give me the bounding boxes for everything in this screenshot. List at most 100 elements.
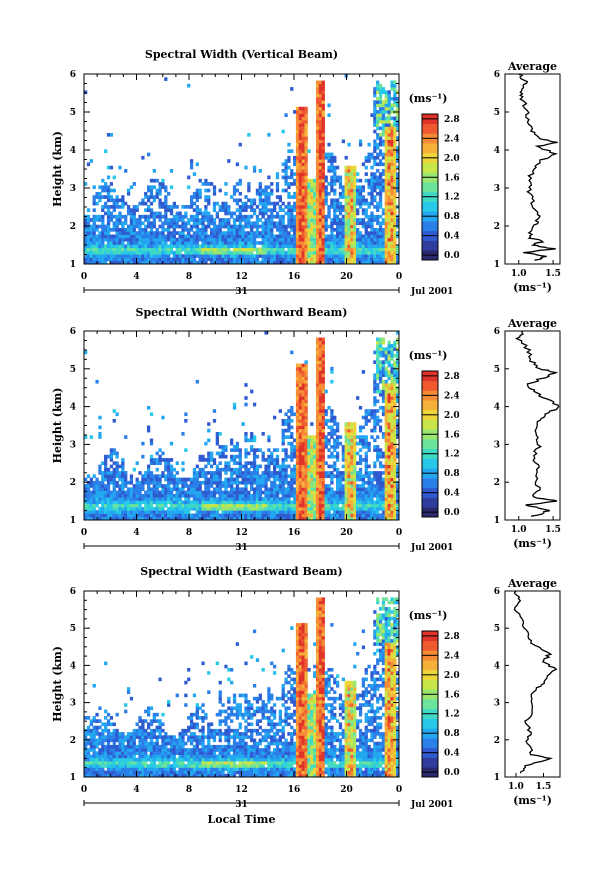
colorbar-swatch — [422, 143, 438, 154]
y-tick-label: 5 — [70, 365, 76, 375]
chart-title: Spectral Width (Northward Beam) — [136, 306, 348, 319]
profile-frame — [504, 73, 561, 265]
profile-line — [518, 73, 559, 261]
colorbar-swatch — [422, 757, 438, 768]
profile-line — [513, 590, 558, 774]
profile-title: Average — [507, 577, 557, 590]
colorbar-tick-label: 0.4 — [444, 749, 460, 759]
heatmap — [84, 74, 400, 265]
x-tick-label: 0 — [81, 785, 87, 795]
x-tick-label: 20 — [340, 785, 353, 795]
colorbar-frame — [421, 630, 439, 778]
y-tick-label: 3 — [70, 699, 76, 709]
colorbar-swatch — [422, 640, 438, 651]
date-month-label: Jul 2001 — [410, 800, 453, 810]
profile-y-label: 1 — [494, 260, 500, 270]
profile-y-label: 6 — [494, 327, 500, 337]
x-tick-label: 0 — [396, 272, 402, 282]
x-tick-label: 0 — [81, 528, 87, 538]
profile-y-label: 4 — [494, 661, 500, 671]
colorbar-tick-label: 0.8 — [444, 212, 460, 222]
colorbar-tick-label: 2.8 — [444, 632, 460, 642]
x-tick-label: 4 — [133, 528, 139, 538]
profile-x-label: 1.0 — [508, 782, 524, 792]
x-tick-label: 12 — [235, 272, 248, 282]
x-tick-label: 0 — [81, 272, 87, 282]
colorbar: (ms⁻¹) 0.0 0.4 0.8 1.2 1.6 2.0 2.4 2.8 — [409, 92, 460, 261]
colorbar-tick-label: 2.4 — [444, 391, 460, 401]
profile-y-label: 3 — [494, 184, 500, 194]
colorbar-tick-label: 0.0 — [444, 768, 460, 778]
colorbar-swatch — [422, 660, 438, 671]
profile-y-label: 5 — [494, 624, 500, 634]
colorbar-tick-label: 0.0 — [444, 251, 460, 261]
y-tick-label: 1 — [70, 260, 76, 270]
colorbar-swatch — [422, 497, 438, 508]
profile-x-label: 1.0 — [511, 269, 527, 279]
x-tick-label: 16 — [288, 528, 301, 538]
date-day-label: 31 — [235, 287, 248, 297]
date-month-label: Jul 2001 — [410, 543, 453, 553]
x-tick-label: 8 — [186, 785, 192, 795]
colorbar-tick-label: 2.8 — [444, 115, 460, 125]
profile-y-label: 1 — [494, 773, 500, 783]
profile-y-label: 4 — [494, 403, 500, 413]
profile-x-axis-label: (ms⁻¹) — [513, 794, 552, 807]
colorbar-swatch — [422, 221, 438, 232]
y-tick-label: 5 — [70, 108, 76, 118]
y-axis-label: Height (km) — [51, 131, 64, 207]
date-month-label: Jul 2001 — [410, 287, 453, 297]
profile-y-label: 5 — [494, 108, 500, 118]
x-tick-label: 12 — [235, 528, 248, 538]
profile-y-label: 3 — [494, 699, 500, 709]
x-tick-label: 8 — [186, 528, 192, 538]
profile-y-label: 1 — [494, 516, 500, 526]
y-tick-label: 4 — [70, 661, 76, 671]
colorbar-swatch — [422, 738, 438, 749]
colorbar: (ms⁻¹) 0.0 0.4 0.8 1.2 1.6 2.0 2.4 2.8 — [409, 609, 460, 778]
colorbar-tick-label: 1.2 — [444, 710, 460, 720]
colorbar-label: (ms⁻¹) — [409, 92, 448, 105]
chart-title: Spectral Width (Vertical Beam) — [145, 48, 338, 61]
profile-y-label: 6 — [494, 70, 500, 80]
colorbar-swatch — [422, 419, 438, 430]
profile-y-label: 6 — [494, 587, 500, 597]
colorbar-swatch — [422, 458, 438, 469]
colorbar-tick-label: 2.8 — [444, 372, 460, 382]
profile-x-label: 1.0 — [511, 525, 527, 535]
y-tick-label: 2 — [70, 222, 76, 232]
colorbar-swatch — [422, 439, 438, 450]
x-tick-label: 20 — [340, 272, 353, 282]
x-tick-label: 4 — [133, 785, 139, 795]
average-profile: Average 1 2 3 4 5 6 1.0 1.5 (ms⁻¹) — [494, 317, 561, 550]
y-tick-label: 3 — [70, 184, 76, 194]
colorbar: (ms⁻¹) 0.0 0.4 0.8 1.2 1.6 2.0 2.4 2.8 — [409, 349, 460, 518]
heatmap — [84, 331, 400, 521]
x-tick-label: 0 — [396, 528, 402, 538]
profile-frame — [504, 330, 561, 521]
x-tick-label: 20 — [340, 528, 353, 538]
colorbar-tick-label: 2.0 — [444, 671, 460, 681]
colorbar-swatch — [422, 162, 438, 173]
y-axis-label: Height (km) — [51, 388, 64, 464]
profile-x-label: 1.5 — [545, 269, 561, 279]
colorbar-swatch — [422, 699, 438, 710]
colorbar-tick-label: 1.6 — [444, 173, 460, 183]
profile-x-axis-label: (ms⁻¹) — [513, 537, 552, 550]
chart-title: Spectral Width (Eastward Beam) — [140, 565, 342, 578]
colorbar-swatch — [422, 240, 438, 251]
profile-line — [514, 330, 560, 517]
profile-y-label: 3 — [494, 440, 500, 450]
colorbar-swatch — [422, 182, 438, 193]
colorbar-frame — [421, 113, 439, 261]
profile-y-label: 2 — [494, 222, 500, 232]
colorbar-tick-label: 0.0 — [444, 508, 460, 518]
y-tick-label: 6 — [70, 327, 76, 337]
profile-title: Average — [507, 60, 557, 73]
profile-y-label: 5 — [494, 365, 500, 375]
x-axis-label: Local Time — [208, 813, 276, 826]
x-tick-label: 4 — [133, 272, 139, 282]
y-tick-label: 2 — [70, 736, 76, 746]
colorbar-tick-label: 1.6 — [444, 430, 460, 440]
